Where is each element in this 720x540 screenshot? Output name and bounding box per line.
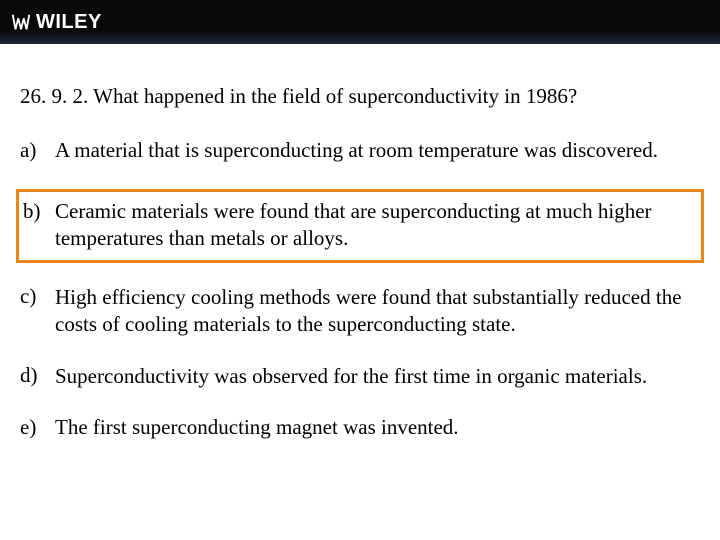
wiley-icon (10, 11, 32, 33)
option-d[interactable]: d) Superconductivity was observed for th… (20, 362, 700, 390)
option-a-text: A material that is superconducting at ro… (20, 137, 700, 164)
option-c[interactable]: c) High efficiency cooling methods were … (20, 283, 700, 338)
brand-logo: WILEY (10, 11, 102, 34)
option-c-text: High efficiency cooling methods were fou… (20, 284, 700, 339)
brand-name: WILEY (36, 11, 102, 34)
question-body: What happened in the field of supercondu… (93, 84, 577, 108)
option-e[interactable]: e) The first superconducting magnet was … (20, 414, 700, 442)
question-number: 26. 9. 2. (20, 84, 88, 108)
option-b[interactable]: b) Ceramic materials were found that are… (16, 189, 704, 264)
brand-header: WILEY (0, 0, 720, 44)
option-b-label: b) (23, 198, 51, 225)
option-b-text: Ceramic materials were found that are su… (23, 198, 697, 253)
option-a-label: a) (20, 137, 48, 164)
option-e-text: The first superconducting magnet was inv… (20, 414, 700, 441)
question-content: 26. 9. 2. What happened in the field of … (0, 44, 720, 486)
option-d-label: d) (20, 362, 48, 389)
option-e-label: e) (20, 414, 48, 441)
option-a[interactable]: a) A material that is superconducting at… (20, 137, 700, 165)
option-d-text: Superconductivity was observed for the f… (20, 363, 700, 390)
option-c-label: c) (20, 283, 48, 310)
question-text: 26. 9. 2. What happened in the field of … (20, 84, 700, 109)
